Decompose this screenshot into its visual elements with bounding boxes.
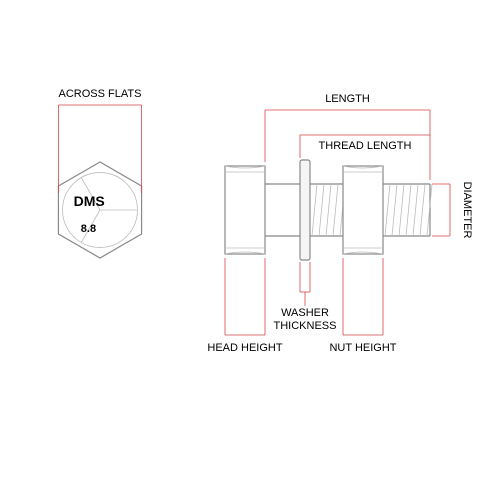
bolt-diagram: DMS 8.8 ACROSS FLATS LENGTH THREAD LENGTH DIA…: [0, 0, 500, 500]
label-washer-thickness: WASHERTHICKNESS: [274, 307, 337, 332]
label-thread-length: THREAD LENGTH: [319, 140, 412, 152]
grade-text: 8.8: [81, 223, 96, 235]
label-head-height: HEAD HEIGHT: [207, 342, 282, 354]
label-across-flats: ACROSS FLATS: [59, 88, 142, 100]
brand-text: DMS: [74, 193, 105, 209]
label-diameter: DIAMETER: [461, 182, 473, 239]
label-length: LENGTH: [325, 93, 370, 105]
label-nut-height: NUT HEIGHT: [329, 342, 396, 354]
